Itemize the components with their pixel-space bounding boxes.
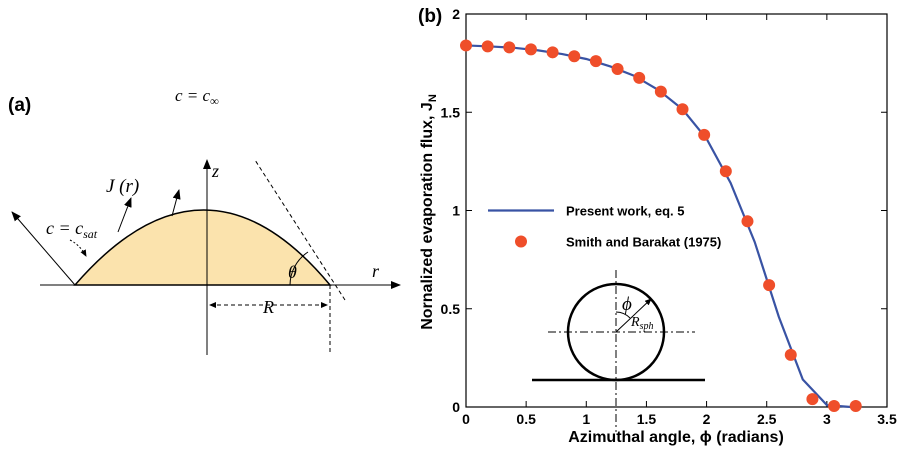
point	[460, 39, 472, 52]
point	[806, 393, 819, 406]
flux-label: J (r)	[106, 176, 139, 197]
x-tick-label: 1.5	[637, 411, 657, 427]
flux-arrow	[11, 211, 76, 286]
point	[589, 55, 602, 68]
point	[849, 400, 862, 413]
point	[784, 348, 797, 361]
far-field-label: c = c∞	[175, 86, 219, 108]
point	[719, 165, 732, 178]
panel-label: (a)	[8, 95, 31, 116]
legend-label: Smith and Barakat (1975)	[566, 235, 721, 250]
point	[611, 63, 624, 76]
droplet	[73, 209, 332, 286]
angle-arc	[289, 251, 309, 286]
panel-label: (b)	[418, 6, 442, 27]
x-tick-label: 3	[823, 411, 831, 427]
angle-label: θ	[288, 262, 297, 282]
z-label: z	[211, 161, 219, 181]
x-tick-label: 1	[582, 411, 590, 427]
x-tick-label: 0.5	[516, 411, 536, 427]
point	[481, 40, 494, 53]
point	[633, 71, 646, 84]
y-tick-label: 1.5	[441, 104, 461, 120]
point	[763, 279, 776, 292]
inset-radius: Rsph	[630, 315, 653, 332]
point	[828, 400, 841, 413]
y-axis-title: Nornalized evaporation flux, JN	[419, 94, 439, 330]
text: c = c	[175, 86, 211, 105]
leader	[69, 239, 87, 257]
point	[524, 43, 537, 56]
r-label: r	[372, 261, 380, 281]
text: R	[630, 315, 640, 330]
panel-a: (a) c = c∞ J (r) z c = csat θ r R	[8, 86, 401, 355]
legend-label: Present work, eq. 5	[566, 204, 685, 219]
point	[698, 128, 711, 141]
x-tick-label: 3.5	[877, 411, 897, 427]
y-tick-label: 1	[452, 203, 460, 219]
point	[546, 46, 559, 59]
point	[741, 215, 754, 228]
point	[654, 85, 667, 98]
point	[503, 41, 516, 54]
surface-label: c = csat	[46, 218, 98, 241]
y-tick-label: 0.5	[441, 301, 461, 317]
inset: ϕ Rsph	[532, 270, 705, 432]
radius-label: R	[262, 297, 274, 317]
y-tick-label: 0	[452, 399, 460, 415]
subscript: N	[427, 94, 439, 102]
y-tick-label: 2	[452, 6, 460, 22]
angle-arc	[615, 311, 631, 319]
x-tick-label: 2.5	[757, 411, 777, 427]
point	[676, 103, 689, 116]
text: Nornalized evaporation flux, J	[419, 102, 436, 330]
subscript: ∞	[210, 94, 219, 108]
point	[568, 50, 581, 63]
legend-marker	[515, 235, 527, 248]
flux-arrow	[171, 189, 181, 217]
x-tick-label: 0	[462, 411, 470, 427]
flux-arrow	[117, 197, 132, 233]
x-tick-label: 2	[703, 411, 711, 427]
subscript: sph	[640, 321, 654, 332]
radius-arrow	[615, 298, 652, 333]
x-axis-title: Azimuthal angle, ϕ (radians)	[568, 429, 784, 446]
subscript: sat	[83, 227, 98, 241]
inset-angle: ϕ	[622, 294, 632, 315]
text: c = c	[46, 218, 83, 238]
